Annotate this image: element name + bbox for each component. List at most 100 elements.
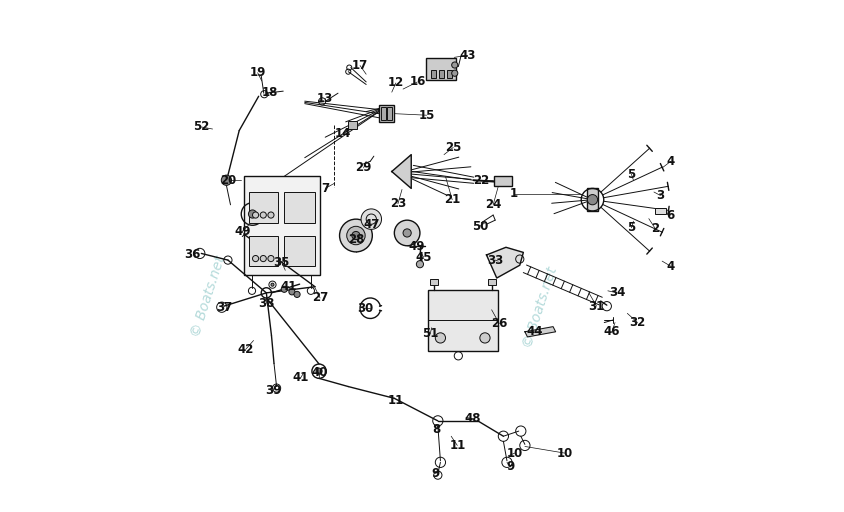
Text: 11: 11 [387, 394, 403, 407]
Circle shape [479, 333, 490, 343]
Bar [244, 176, 320, 275]
Text: 15: 15 [418, 109, 435, 122]
Text: 6: 6 [666, 208, 674, 222]
Circle shape [587, 195, 597, 205]
Bar [438, 70, 443, 78]
Text: 4: 4 [666, 260, 674, 273]
Circle shape [268, 212, 273, 218]
Circle shape [268, 255, 273, 262]
Text: 28: 28 [348, 233, 364, 246]
Text: 36: 36 [184, 248, 200, 262]
Circle shape [294, 291, 300, 297]
Circle shape [339, 219, 372, 252]
Text: 40: 40 [311, 366, 328, 379]
Bar [427, 290, 498, 351]
Text: 16: 16 [408, 75, 425, 89]
Bar [284, 236, 315, 266]
Circle shape [252, 212, 258, 218]
Text: 25: 25 [445, 141, 461, 154]
Polygon shape [486, 247, 522, 278]
Circle shape [394, 220, 419, 246]
Circle shape [289, 289, 295, 295]
Text: 44: 44 [527, 325, 543, 338]
Text: 8: 8 [432, 422, 441, 436]
Text: 41: 41 [280, 280, 296, 293]
Text: 47: 47 [363, 218, 379, 231]
Text: 35: 35 [273, 255, 289, 269]
Bar [425, 58, 455, 80]
Text: 20: 20 [219, 174, 235, 187]
Text: 14: 14 [334, 126, 351, 140]
Bar [249, 236, 278, 266]
Circle shape [346, 226, 365, 245]
Text: 3: 3 [656, 189, 664, 202]
Text: 27: 27 [311, 291, 327, 305]
Text: 33: 33 [486, 253, 503, 267]
Text: 17: 17 [351, 59, 368, 72]
Text: 11: 11 [449, 439, 465, 452]
Bar [430, 279, 437, 285]
Text: 10: 10 [556, 446, 572, 460]
Bar [430, 70, 436, 78]
Circle shape [351, 231, 360, 240]
Text: 50: 50 [471, 220, 488, 233]
Text: 5: 5 [626, 167, 635, 181]
Bar [494, 176, 511, 186]
Text: 46: 46 [603, 325, 619, 338]
Bar [249, 192, 278, 223]
Text: 49: 49 [408, 240, 424, 253]
Polygon shape [524, 327, 555, 337]
Bar [446, 70, 452, 78]
Text: 37: 37 [215, 301, 232, 314]
Bar [348, 121, 357, 129]
Circle shape [271, 283, 273, 286]
Text: 39: 39 [264, 383, 281, 397]
Circle shape [403, 229, 411, 237]
Text: 31: 31 [587, 300, 604, 313]
Circle shape [281, 286, 287, 292]
Bar [655, 208, 665, 214]
Text: 2: 2 [651, 222, 659, 236]
Text: 21: 21 [444, 193, 460, 206]
Bar [488, 279, 495, 285]
Bar [387, 107, 392, 120]
Text: 19: 19 [249, 66, 266, 79]
Text: 38: 38 [258, 296, 274, 310]
Text: 48: 48 [464, 412, 480, 425]
Text: 13: 13 [316, 92, 333, 105]
Text: 30: 30 [357, 302, 373, 315]
Text: 7: 7 [321, 182, 329, 195]
Text: 23: 23 [389, 197, 406, 210]
Text: 18: 18 [262, 86, 278, 99]
Circle shape [260, 255, 266, 262]
Circle shape [252, 255, 258, 262]
Text: 24: 24 [484, 198, 500, 211]
Circle shape [452, 62, 457, 68]
Text: 42: 42 [237, 343, 254, 356]
Circle shape [360, 209, 381, 229]
Bar [284, 192, 315, 223]
Text: 34: 34 [609, 286, 625, 300]
Polygon shape [392, 155, 411, 188]
Text: 12: 12 [387, 76, 403, 90]
Text: 49: 49 [234, 225, 250, 238]
Text: 26: 26 [490, 317, 507, 330]
Text: 32: 32 [629, 316, 645, 329]
Text: 9: 9 [430, 466, 439, 480]
Circle shape [416, 261, 423, 268]
Text: 22: 22 [473, 174, 489, 187]
Circle shape [260, 212, 266, 218]
Text: 5: 5 [626, 221, 635, 234]
Circle shape [435, 333, 445, 343]
Circle shape [221, 175, 231, 185]
Text: 45: 45 [414, 250, 431, 264]
Bar [587, 188, 597, 211]
Circle shape [248, 210, 257, 218]
Text: 51: 51 [421, 327, 438, 340]
Circle shape [316, 368, 322, 374]
Text: 10: 10 [506, 446, 522, 460]
Circle shape [452, 70, 457, 76]
Text: 43: 43 [459, 49, 475, 62]
Bar [378, 105, 394, 122]
Text: 1: 1 [509, 187, 517, 200]
